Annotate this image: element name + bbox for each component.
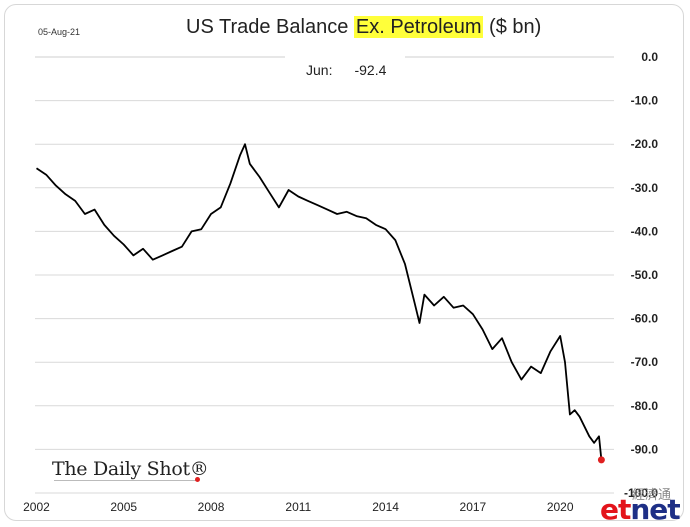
series-group (35, 143, 605, 464)
y-tick-label: -30.0 (631, 181, 659, 195)
y-tick-label: -10.0 (631, 94, 659, 108)
x-tick-label: 2002 (23, 500, 50, 514)
x-tick-label: 2014 (372, 500, 399, 514)
watermark-logo-net: net (630, 493, 680, 526)
latest-month: Jun: (306, 62, 333, 78)
watermark-logo: etnet (600, 493, 681, 526)
grid-lines (35, 100, 614, 494)
y-tick-label: -60.0 (631, 312, 659, 326)
brand-underline (54, 480, 198, 481)
title-main: US Trade Balance (186, 16, 354, 38)
x-axis-ticks: 2002 2005 2008 2011 2014 2017 2020 (23, 500, 574, 514)
brand-logo: The Daily Shot® (52, 458, 209, 480)
y-tick-label: -20.0 (631, 137, 659, 151)
title-unit: ($ bn) (483, 16, 542, 38)
y-tick-label: -70.0 (631, 355, 659, 369)
y-tick-label: -100.0 (624, 486, 658, 500)
y-tick-label: -90.0 (631, 442, 659, 456)
x-tick-label: 2008 (198, 500, 225, 514)
series-line (35, 143, 603, 460)
chart-frame (4, 4, 684, 521)
latest-point-marker (597, 456, 605, 464)
title-highlight: Ex. Petroleum (353, 16, 484, 38)
watermark-cjk: 經濟通 (632, 488, 672, 503)
x-tick-label: 2020 (547, 500, 574, 514)
brand-dot (195, 477, 200, 482)
y-tick-label: 0.0 (641, 50, 658, 64)
x-tick-label: 2011 (285, 500, 311, 514)
y-axis-ticks: 0.0 -10.0 -20.0 -30.0 -40.0 -50.0 -60.0 -70.0 -8… (624, 50, 658, 500)
latest-value: -92.4 (354, 62, 387, 78)
y-tick-label: -80.0 (631, 399, 659, 413)
y-tick-label: -40.0 (631, 224, 659, 238)
x-tick-label: 2005 (110, 500, 137, 514)
watermark-logo-e: et (600, 493, 631, 526)
latest-value-label: Jun: -92.4 (306, 62, 386, 78)
chart-title: US Trade Balance Ex. Petroleum ($ bn) (186, 16, 541, 39)
date-stamp: 05-Aug-21 (38, 27, 81, 37)
y-tick-label: -50.0 (631, 268, 659, 282)
x-tick-label: 2017 (460, 500, 487, 514)
